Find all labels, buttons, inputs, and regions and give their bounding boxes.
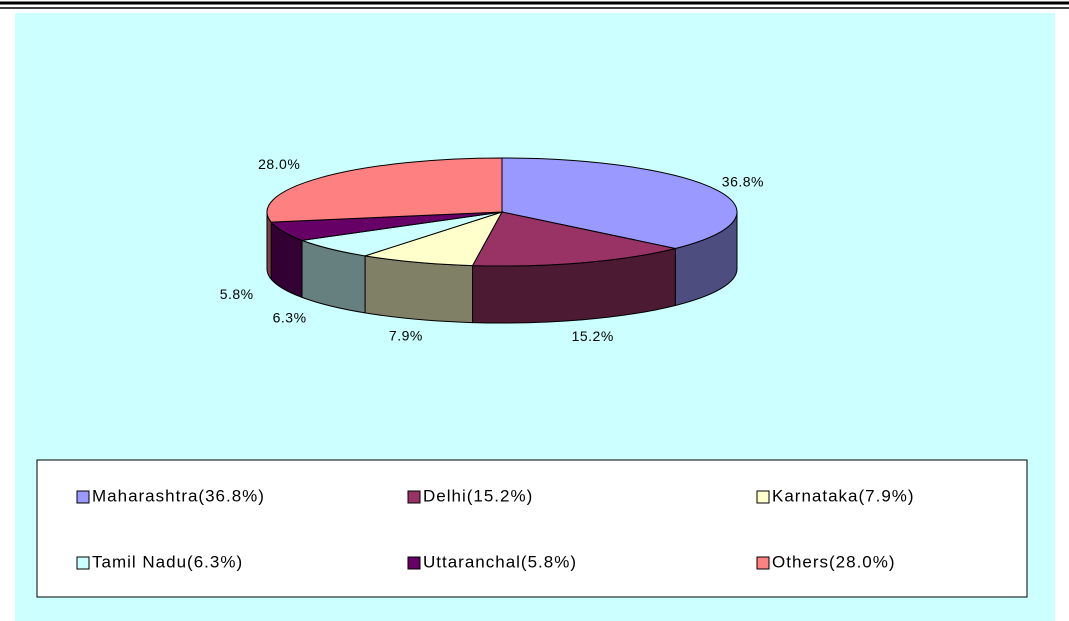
legend-swatch xyxy=(407,490,421,504)
legend-label: Delhi(15.2%) xyxy=(423,486,533,505)
legend-swatch xyxy=(407,556,421,570)
data-label: 28.0% xyxy=(258,156,300,172)
legend-label: Tamil Nadu(6.3%) xyxy=(92,552,243,571)
data-label: 15.2% xyxy=(572,328,614,344)
data-label: 36.8% xyxy=(722,173,764,189)
pie-slice xyxy=(364,211,504,267)
legend: Maharashtra(36.8%) Delhi(15.2%) Karnataka(… xyxy=(76,486,915,571)
legend-box xyxy=(36,459,1028,598)
pie-slice xyxy=(471,211,676,267)
data-label: 7.9% xyxy=(389,328,423,344)
legend-swatch xyxy=(76,556,90,570)
pie-slice xyxy=(501,157,738,249)
legend-label: Karnataka(7.9%) xyxy=(772,486,915,505)
pie-slice xyxy=(266,157,503,223)
data-label: 5.8% xyxy=(220,286,254,302)
legend-swatch xyxy=(756,556,770,570)
legend-label: Others(28.0%) xyxy=(772,552,896,571)
legend-label: Uttaranchal(5.8%) xyxy=(423,552,577,571)
pie-side xyxy=(364,255,474,324)
legend-swatch xyxy=(76,490,90,504)
legend-swatch xyxy=(756,490,770,504)
data-label: 6.3% xyxy=(273,309,307,325)
pie: 36.8% 15.2% 7.9% 6.3% 5.8% 28.0% xyxy=(220,156,764,344)
legend-label: Maharashtra(36.8%) xyxy=(92,486,265,505)
